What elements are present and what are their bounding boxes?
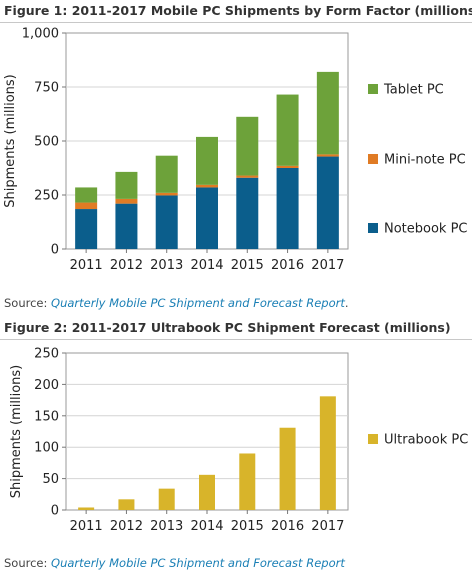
- figure2-bar-ultrabook-pc-2011: [78, 507, 95, 510]
- figure1-bar-tablet-pc-2015: [236, 116, 259, 176]
- figure1-legend-label: Mini-note PC: [384, 153, 466, 168]
- figure1-ytick-label: 500: [34, 135, 59, 150]
- figure2-bar-ultrabook-pc-2012: [118, 499, 135, 510]
- figure2-ytick-label: 0: [51, 504, 59, 519]
- figure1-xtick-label: 2012: [110, 258, 143, 273]
- figure1-y-axis-label: Shipments (millions): [3, 74, 18, 207]
- figure1-ytick-label: 0: [51, 243, 59, 258]
- figure2-legend-swatch-ultrabook-pc: [368, 434, 378, 444]
- figure1-bar-mini-note-pc-2014: [196, 184, 218, 188]
- figure1-bar-mini-note-pc-2016: [276, 165, 299, 168]
- figure2-chart: 0 50 100 150 200 250 Shipments (millions) 2011 2…: [9, 347, 468, 535]
- figure1-source-prefix: Source:: [4, 296, 52, 310]
- figure2-bar-ultrabook-pc-2017: [319, 396, 336, 510]
- figure2-ytick-label: 200: [34, 378, 59, 393]
- figure2-ytick-label: 50: [42, 472, 59, 487]
- figure1-xtick-label: 2015: [231, 258, 264, 273]
- figure2-xtick-label: 2013: [150, 519, 183, 534]
- figure1-bar-notebook-pc-2014: [196, 187, 218, 249]
- figure1-source-suffix: .: [344, 296, 349, 310]
- figure2-xtick-label: 2014: [190, 519, 223, 534]
- figure1-bar-tablet-pc-2011: [75, 187, 98, 203]
- figure1-xtick-label: 2017: [311, 258, 344, 273]
- figure1-bar-notebook-pc-2017: [316, 156, 339, 249]
- figure1-title-divider: [0, 22, 472, 23]
- figure1-bar-notebook-pc-2012: [115, 203, 138, 249]
- figure1-xtick-label: 2014: [190, 258, 223, 273]
- figure1-bar-tablet-pc-2017: [316, 71, 339, 155]
- figure2-legend-label: Ultrabook PC: [384, 433, 468, 448]
- figure2-title-divider: [0, 339, 472, 340]
- figure1-source: Source: Quarterly Mobile PC Shipment and…: [4, 296, 349, 310]
- figure2-ytick-label: 250: [34, 347, 59, 362]
- figure1-bar-tablet-pc-2012: [115, 171, 138, 199]
- figure1-chart: 0 250 500 750 1,000 Shipments (millions) 2011 2…: [3, 27, 468, 274]
- figure1-bar-mini-note-pc-2017: [316, 154, 339, 157]
- figure1-xtick-label: 2013: [150, 258, 183, 273]
- figure2-bar-ultrabook-pc-2015: [239, 453, 256, 510]
- figure1-bar-mini-note-pc-2011: [75, 202, 98, 210]
- figure2-y-axis-label: Shipments (millions): [9, 365, 24, 498]
- figure2-title: Figure 2: 2011-2017 Ultrabook PC Shipmen…: [4, 320, 451, 335]
- figure2-xtick-label: 2012: [110, 519, 143, 534]
- figure1-legend-swatch-notebook-pc: [368, 223, 378, 233]
- figure1-title: Figure 1: 2011-2017 Mobile PC Shipments …: [4, 3, 472, 18]
- figure1-bar-notebook-pc-2011: [75, 209, 98, 249]
- figure2-source-link[interactable]: Quarterly Mobile PC Shipment and Forecas…: [51, 556, 345, 570]
- figure1-bar-notebook-pc-2015: [236, 177, 259, 249]
- figure1-bar-tablet-pc-2014: [196, 136, 218, 185]
- figure1-legend-label: Tablet PC: [383, 83, 444, 98]
- figure1-ytick-label: 250: [34, 189, 59, 204]
- figure2-source: Source: Quarterly Mobile PC Shipment and…: [4, 556, 345, 570]
- figure1-xtick-label: 2016: [271, 258, 304, 273]
- figure1-bar-mini-note-pc-2013: [155, 192, 178, 196]
- figure1-ytick-label: 750: [34, 81, 59, 96]
- figure1-bar-mini-note-pc-2012: [115, 198, 138, 204]
- figure2-bar-ultrabook-pc-2016: [279, 427, 296, 510]
- figure2-xtick-label: 2015: [231, 519, 264, 534]
- figure2-ytick-label: 150: [34, 409, 59, 424]
- figure2-xtick-label: 2011: [70, 519, 103, 534]
- figure1-bar-tablet-pc-2013: [155, 155, 178, 193]
- figure1-legend-swatch-mini-note-pc: [368, 154, 378, 164]
- figure1-legend-swatch-tablet-pc: [368, 84, 378, 94]
- figure1-ytick-label: 1,000: [22, 27, 59, 42]
- figure1-bar-tablet-pc-2016: [276, 94, 299, 166]
- figure2-source-prefix: Source:: [4, 556, 52, 570]
- figure2-bar-ultrabook-pc-2014: [199, 474, 215, 510]
- figure2-bar-ultrabook-pc-2013: [158, 488, 175, 510]
- figure1-bar-notebook-pc-2013: [155, 195, 178, 249]
- figure2-xtick-label: 2017: [311, 519, 344, 534]
- figure1-bar-mini-note-pc-2015: [236, 175, 259, 178]
- figure1-xtick-label: 2011: [70, 258, 103, 273]
- figure2-xtick-label: 2016: [271, 519, 304, 534]
- figure1-source-link[interactable]: Quarterly Mobile PC Shipment and Forecas…: [51, 296, 345, 310]
- figure2-ytick-label: 100: [34, 441, 59, 456]
- figure1-legend-label: Notebook PC: [384, 222, 468, 237]
- figure1-bar-notebook-pc-2016: [276, 168, 299, 249]
